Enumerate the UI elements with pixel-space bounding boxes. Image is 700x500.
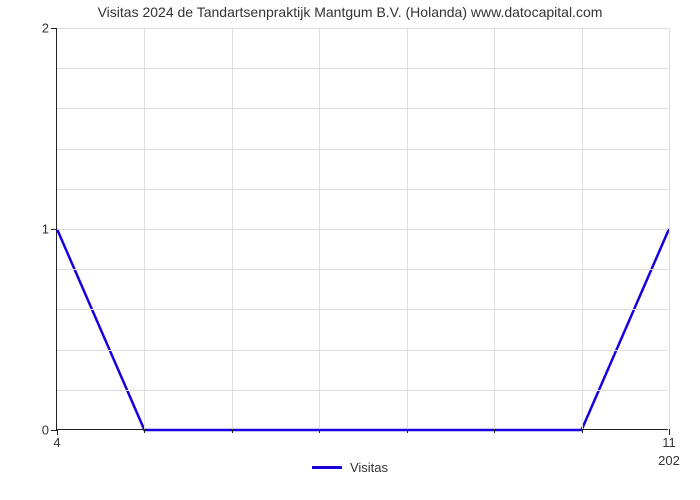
legend-label: Visitas (350, 460, 388, 475)
series-line-visitas (57, 229, 669, 430)
grid-line-h-minor (57, 350, 668, 351)
chart-title: Visitas 2024 de Tandartsenpraktijk Mantg… (0, 4, 700, 20)
grid-line-h-minor (57, 269, 668, 270)
x-tick-mark-minor (407, 429, 408, 433)
grid-line-v (407, 28, 408, 429)
y-tick-label: 1 (42, 222, 57, 237)
grid-line-h-minor (57, 149, 668, 150)
legend-item-visitas: Visitas (312, 460, 388, 475)
grid-line-h (57, 229, 668, 230)
x-tick-mark-minor (494, 429, 495, 433)
plot-area: 012411202 (56, 28, 668, 430)
grid-line-h-minor (57, 108, 668, 109)
grid-line-v (582, 28, 583, 429)
legend: Visitas (0, 456, 700, 475)
legend-swatch (312, 466, 342, 469)
grid-line-h-minor (57, 68, 668, 69)
grid-line-v (232, 28, 233, 429)
grid-line-h (57, 28, 668, 29)
y-tick-label: 2 (42, 21, 57, 36)
x-tick-mark-minor (319, 429, 320, 433)
x-tick-label-start: 4 (53, 429, 60, 450)
grid-line-v (144, 28, 145, 429)
x-tick-mark-minor (232, 429, 233, 433)
grid-line-h-minor (57, 390, 668, 391)
grid-line-v (319, 28, 320, 429)
grid-line-h-minor (57, 309, 668, 310)
chart-container: Visitas 2024 de Tandartsenpraktijk Mantg… (0, 0, 700, 500)
grid-line-v (494, 28, 495, 429)
grid-line-h-minor (57, 189, 668, 190)
x-tick-mark-minor (582, 429, 583, 433)
grid-line-v (669, 28, 670, 429)
x-tick-mark-minor (144, 429, 145, 433)
